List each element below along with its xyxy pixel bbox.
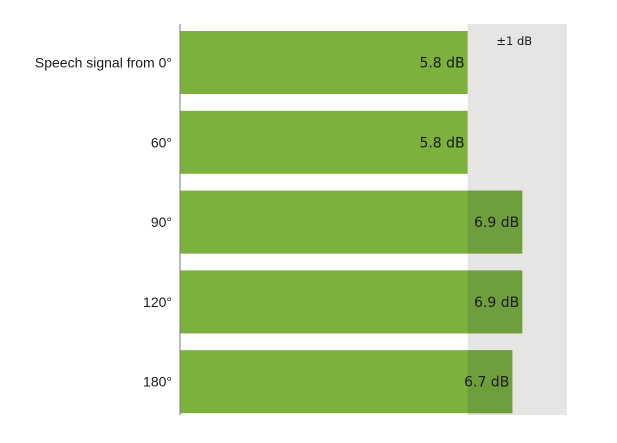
value-label-3: 6.9 dB bbox=[474, 295, 519, 311]
bars-group: 5.8 dB Speech signal from 0° 5.8 dB 60° 6.9 … bbox=[35, 31, 523, 414]
category-label-2: 90° bbox=[151, 214, 172, 230]
bar-4 bbox=[180, 350, 513, 414]
value-label-0: 5.8 dB bbox=[419, 56, 464, 72]
value-label-2: 6.9 dB bbox=[474, 215, 519, 231]
category-label-3: 120° bbox=[143, 294, 172, 310]
category-label-4: 180° bbox=[143, 374, 172, 390]
bar-3 bbox=[180, 270, 523, 334]
bar-band-overlap-4 bbox=[467, 350, 513, 414]
category-label-1: 60° bbox=[151, 134, 172, 150]
bar-band-overlap-3 bbox=[467, 270, 523, 334]
bar-2 bbox=[180, 190, 523, 254]
bar-1 bbox=[180, 110, 468, 174]
category-label-0: Speech signal from 0° bbox=[35, 55, 172, 71]
value-label-4: 6.7 dB bbox=[464, 375, 509, 391]
tolerance-band-label: ±1 dB bbox=[496, 34, 532, 48]
bar-0 bbox=[180, 31, 468, 94]
bar-band-overlap-2 bbox=[467, 190, 523, 254]
value-label-1: 5.8 dB bbox=[419, 135, 464, 151]
